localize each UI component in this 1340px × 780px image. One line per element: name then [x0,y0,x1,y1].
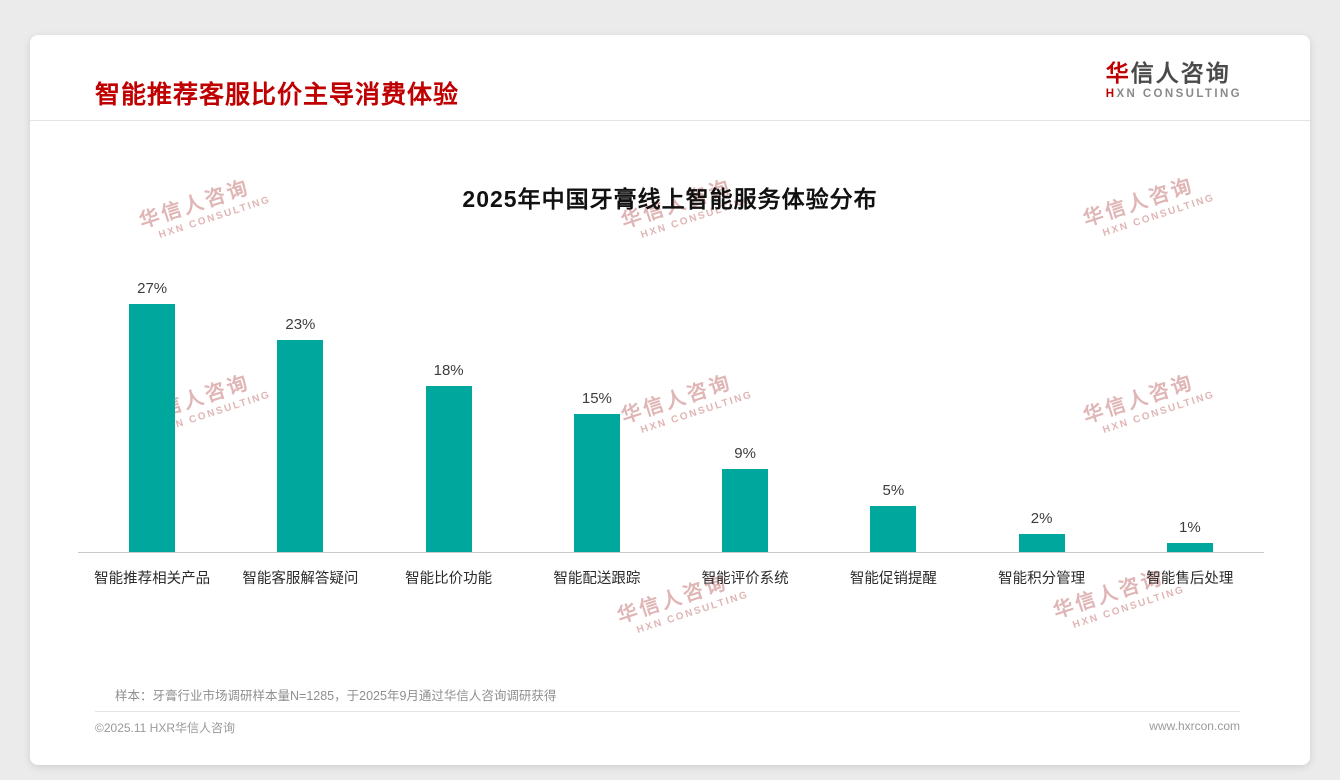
bar-group: 1% [1116,519,1264,552]
bar [870,506,917,552]
bar-value-label: 9% [734,445,756,462]
bars-row: 27% 23% 18% 15% 9% 5% 2% 1% [78,267,1264,553]
bar-category-label: 智能推荐相关产品 [94,571,211,587]
bar-category-label: 智能积分管理 [998,571,1086,587]
footer-divider [95,711,1240,712]
bar [1018,534,1065,552]
labels-row: 智能推荐相关产品 智能客服解答疑问 智能比价功能 智能配送跟踪 智能评价系统 智能促销提醒… [78,567,1264,588]
bar [722,469,769,552]
copyright-text: ©2025.11 HXR华信人咨询 [95,721,235,735]
slide-footer: ©2025.11 HXR华信人咨询 www.hxrcon.com [95,719,1240,736]
sample-footnote: 样本：牙膏行业市场调研样本量N=1285，于2025年9月通过华信人咨询调研获得 [115,689,557,703]
bar [277,340,324,552]
logo-english-name: HXN CONSULTING [1105,88,1242,101]
bar-value-label: 18% [433,362,464,379]
logo-chinese-name: 华信人咨询 [1105,60,1231,86]
bar [1166,543,1213,552]
bar-group: 2% [968,510,1116,552]
bar-group: 9% [671,445,819,552]
bar-category-label: 智能配送跟踪 [553,571,641,587]
website-url: www.hxrcon.com [1149,719,1240,733]
bar-chart: 27% 23% 18% 15% 9% 5% 2% 1% 智能推荐相关产品 智能客服解答疑问 智能比… [78,267,1264,588]
bar-group: 23% [226,316,374,552]
bar-value-label: 27% [137,280,168,297]
bar-category-label: 智能比价功能 [405,571,493,587]
bar-group: 27% [78,280,226,552]
bar-value-label: 1% [1179,519,1201,536]
bar [573,414,620,552]
bar [129,304,176,552]
company-logo: 华信人咨询 HXN CONSULTING [1105,60,1242,101]
bar-group: 18% [375,362,523,552]
bar-category-label: 智能售后处理 [1146,571,1234,587]
page-title: 智能推荐客服比价主导消费体验 [95,81,460,109]
bar-category-label: 智能评价系统 [701,571,789,587]
bar [425,386,472,552]
bar-group: 5% [819,482,967,552]
bar-value-label: 5% [882,482,905,499]
bar-category-label: 智能客服解答疑问 [242,571,359,587]
slide-header: 智能推荐客服比价主导消费体验 华信人咨询 HXN CONSULTING [30,35,1310,121]
bar-group: 15% [523,390,671,552]
bar-value-label: 15% [581,390,612,407]
slide-card: 智能推荐客服比价主导消费体验 华信人咨询 HXN CONSULTING 2025… [30,35,1310,765]
chart-title: 2025年中国牙膏线上智能服务体验分布 [462,186,878,212]
bar-category-label: 智能促销提醒 [849,571,937,587]
bar-value-label: 23% [285,316,316,333]
bar-value-label: 2% [1030,510,1053,527]
